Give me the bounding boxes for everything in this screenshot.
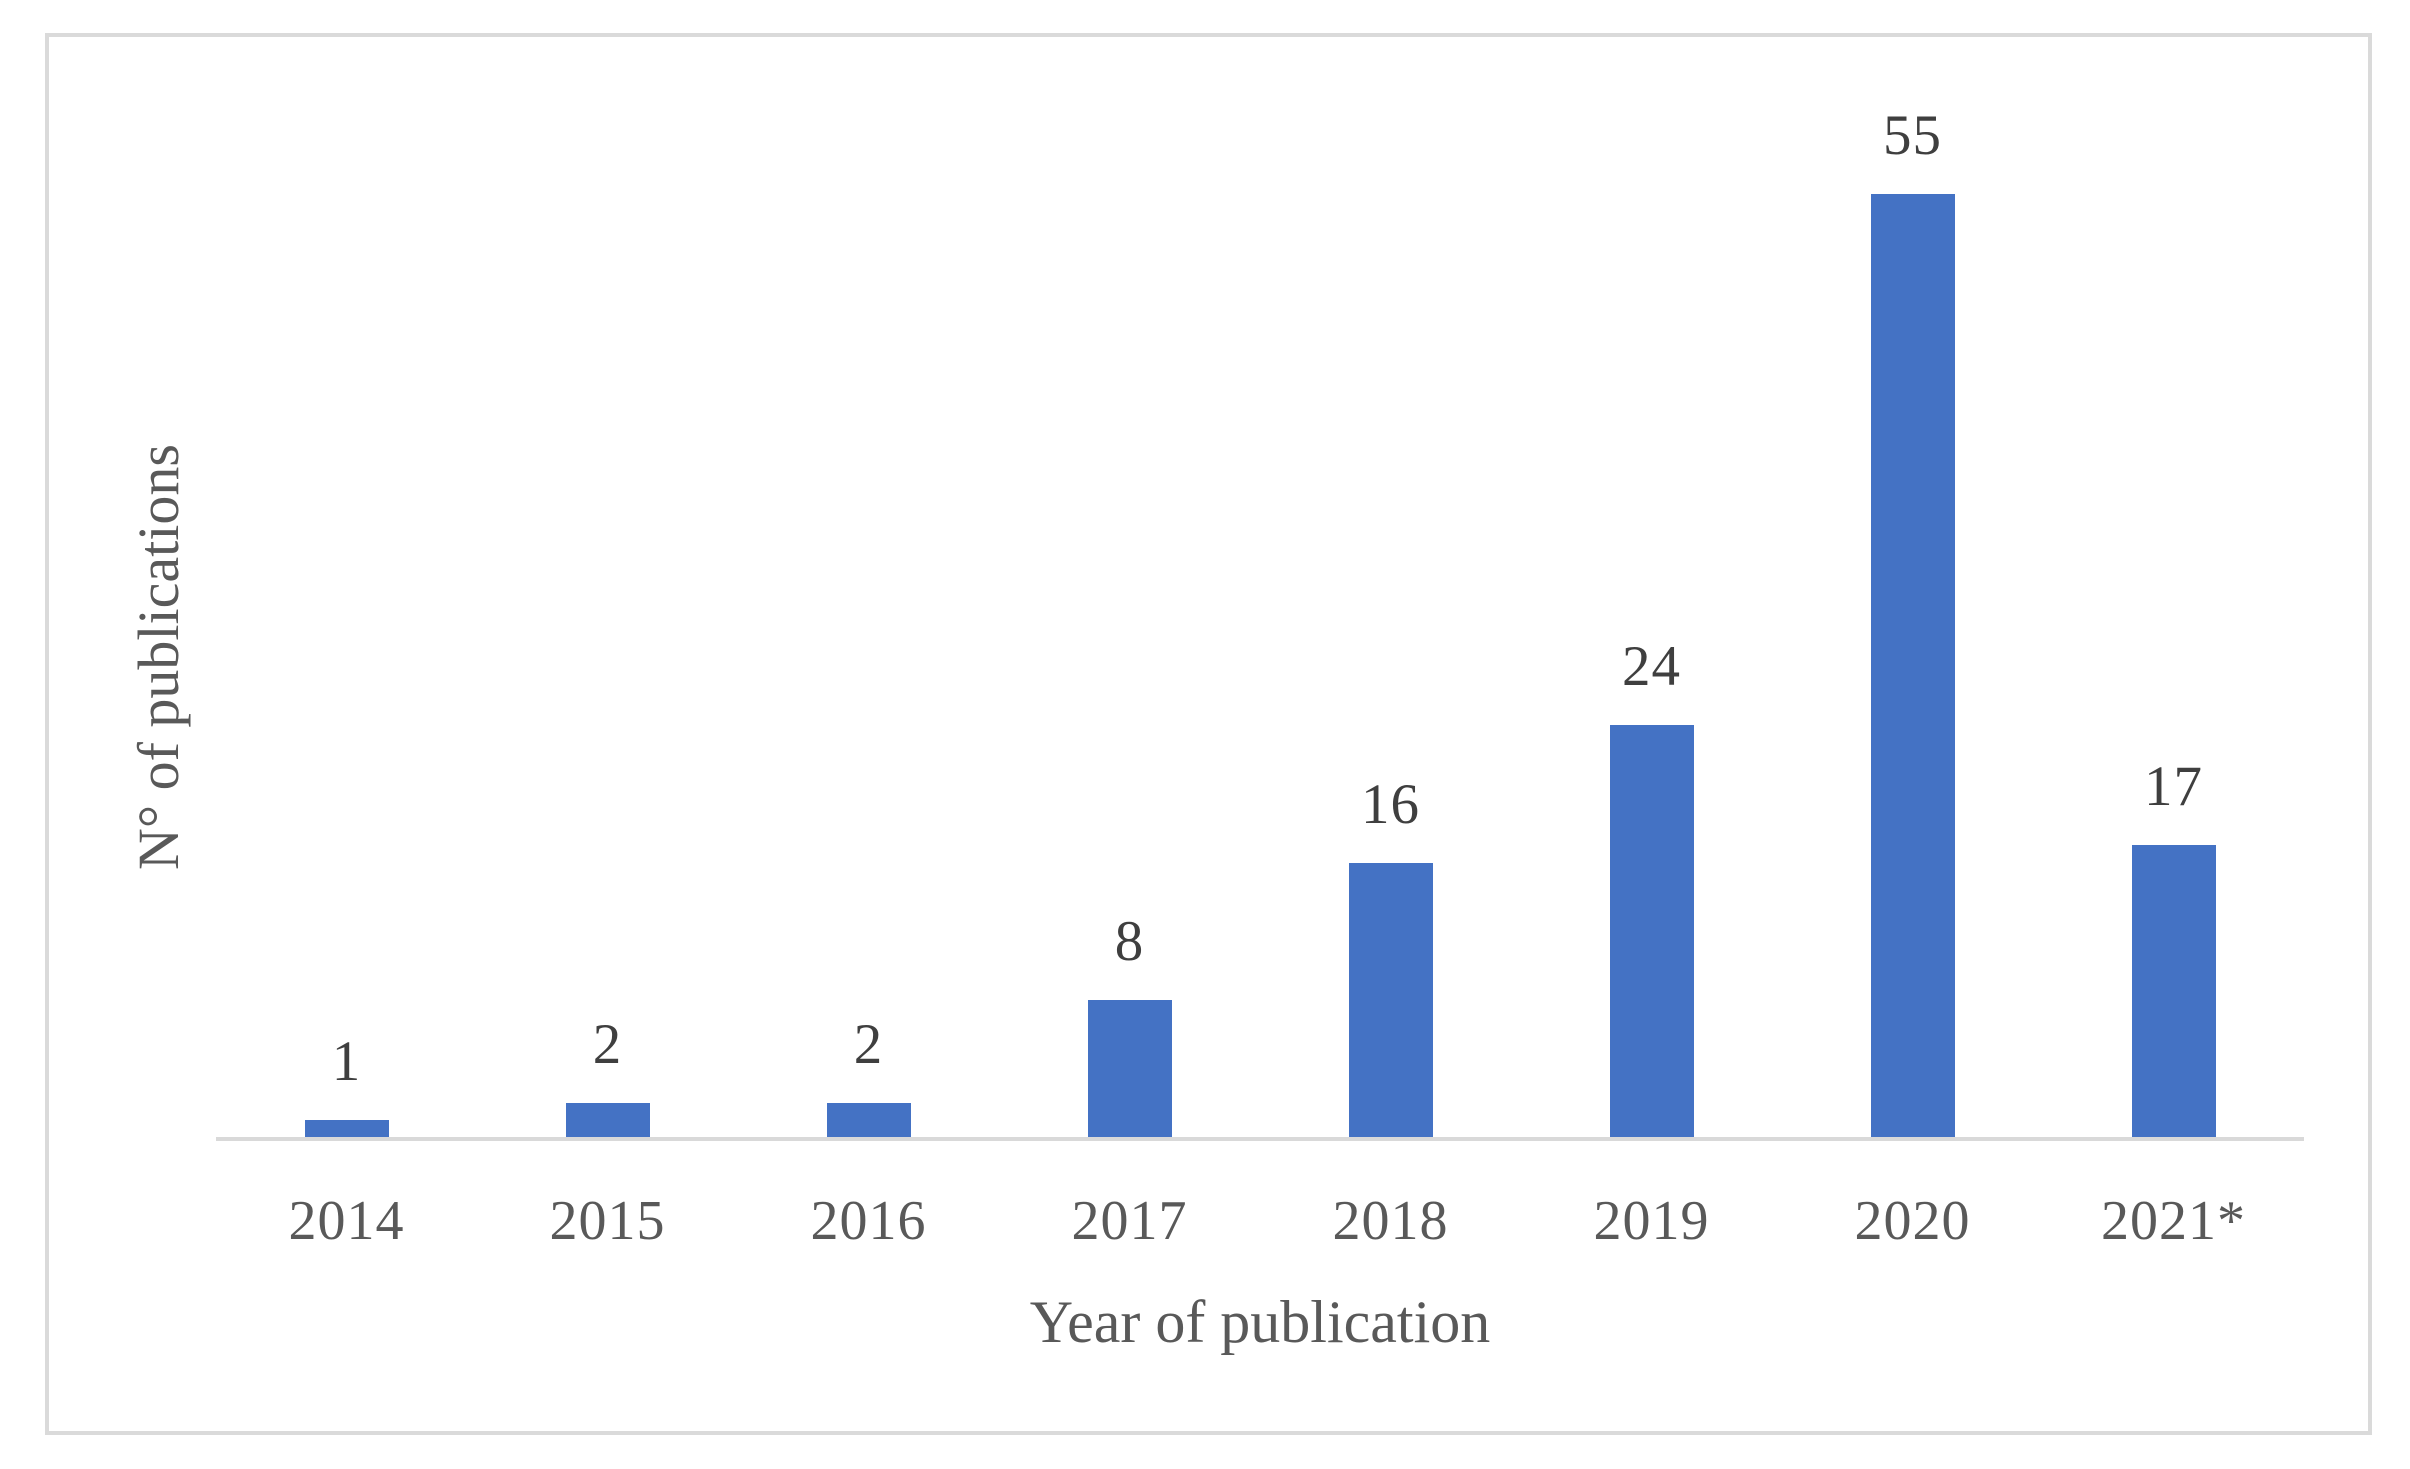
x-tick-label: 2017	[1071, 1190, 1188, 1252]
bar-2016	[826, 1103, 911, 1137]
x-tick-label: 2020	[1854, 1190, 1971, 1252]
bar-2017	[1087, 1000, 1172, 1137]
x-tick-label: 2015	[549, 1190, 666, 1252]
bar-value-label: 17	[2144, 755, 2203, 818]
x-tick-label: 2014	[288, 1190, 405, 1252]
bar-value-label: 16	[1361, 773, 1420, 836]
y-axis-title: N° of publications	[126, 444, 191, 870]
bar-value-label: 55	[1883, 104, 1942, 167]
x-tick-label: 2019	[1593, 1190, 1710, 1252]
x-tick-label: 2021*	[2101, 1190, 2246, 1252]
bar-group: 16	[1260, 37, 1521, 1137]
x-axis-line	[216, 1137, 2304, 1141]
bar-group: 2	[477, 37, 738, 1137]
bar-value-label: 2	[592, 1013, 623, 1076]
chart-figure: N° of publications 1 2 2 8 16 24 55 17 2014 2015…	[45, 33, 2372, 1435]
bar-2015	[565, 1103, 650, 1137]
bar-group: 2	[738, 37, 999, 1137]
bar-group: 8	[999, 37, 1260, 1137]
bar-value-label: 2	[853, 1013, 884, 1076]
bar-group: 17	[2043, 37, 2304, 1137]
bars-row: 1 2 2 8 16 24 55 17	[216, 37, 2304, 1137]
bar-group: 24	[1521, 37, 1782, 1137]
bar-2019	[1609, 725, 1694, 1137]
bar-value-label: 24	[1622, 635, 1681, 698]
bar-value-label: 1	[331, 1030, 362, 1093]
bar-group: 55	[1782, 37, 2043, 1137]
x-axis-title: Year of publication	[1029, 1289, 1491, 1355]
bar-group: 1	[216, 37, 477, 1137]
bar-2021	[2131, 845, 2216, 1137]
bar-value-label: 8	[1114, 910, 1145, 973]
bar-2018	[1348, 863, 1433, 1137]
x-tick-row: 2014 2015 2016 2017 2018 2019 2020 2021*	[216, 1189, 2304, 1253]
bar-2014	[304, 1120, 389, 1137]
x-tick-label: 2016	[810, 1190, 927, 1252]
bar-2020	[1870, 194, 1955, 1137]
x-tick-label: 2018	[1332, 1190, 1449, 1252]
